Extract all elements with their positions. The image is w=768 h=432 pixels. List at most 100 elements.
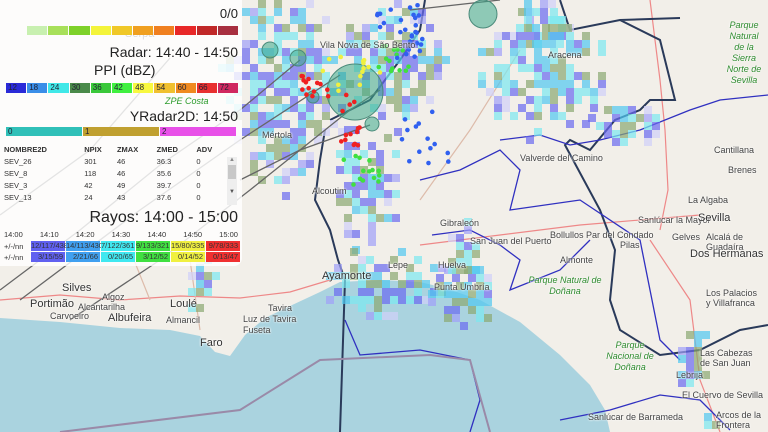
radar-pixel [374, 312, 382, 320]
rayos-row-caption: +/-/nn [4, 241, 24, 251]
table-scrollbar[interactable]: ▲ ▼ [227, 157, 237, 205]
radar-pixel [652, 122, 660, 130]
radar-pixel [290, 88, 298, 96]
radar-pixel [282, 176, 290, 184]
radar-pixel [196, 264, 204, 272]
radar-pixel [290, 144, 298, 152]
radar-pixel [368, 214, 376, 222]
radar-pixel [360, 198, 368, 206]
lightning-strike [310, 93, 315, 99]
table-row[interactable]: SEV_26 301 46 36.3 0 [4, 155, 226, 167]
radar-pixel [390, 256, 398, 264]
radar-pixel [274, 96, 282, 104]
radar-pixel [274, 80, 282, 88]
radar-pixel [550, 8, 558, 16]
place-label: Silves [62, 282, 92, 294]
rayos-count-cell[interactable]: 9/133/321 [136, 241, 170, 251]
radar-pixel [534, 48, 542, 56]
lightning-strike [446, 159, 451, 164]
radar-pixel [604, 130, 612, 138]
rayos-count-cell[interactable]: 7/122/361 [101, 241, 135, 251]
radar-pixel [378, 48, 386, 56]
radar-pixel [628, 122, 636, 130]
radar-pixel [334, 272, 342, 280]
radar-pixel [582, 48, 590, 56]
rayos-time-label: 14:00 [4, 230, 23, 239]
radar-pixel [542, 56, 550, 64]
radar-pixel [550, 80, 558, 88]
radar-pixel [350, 264, 358, 272]
radar-pixel [350, 248, 358, 256]
radar-pixel [494, 64, 502, 72]
radar-pixel [540, 40, 548, 48]
radar-pixel [534, 64, 542, 72]
stations-scale-swatch [48, 26, 69, 35]
radar-pixel [410, 40, 418, 48]
rayos-count-cell[interactable]: 0/13/47 [206, 252, 240, 262]
place-label: Sanlúcar de Barrameda [588, 412, 684, 422]
radar-pixel [548, 16, 556, 24]
radar-pixel [542, 64, 550, 72]
stations-scale-swatch [175, 26, 196, 35]
table-row[interactable]: SEV_8 118 46 35.6 0 [4, 167, 226, 179]
rayos-count-cell[interactable]: 2/21/66 [66, 252, 100, 262]
rayos-count-cell[interactable]: 12/117/438 [31, 241, 68, 251]
radar-pixel [258, 0, 266, 8]
radar-pixel [486, 48, 494, 56]
place-label: Alcantarilha [78, 302, 126, 312]
radar-pixel [344, 198, 352, 206]
stations-scale-swatch [196, 26, 217, 35]
radar-pixel [330, 56, 338, 64]
radar-pixel [534, 96, 542, 104]
radar-pixel [242, 104, 250, 112]
radar-pixel [314, 64, 322, 72]
radar-pixel [334, 288, 342, 296]
radar-pixel [574, 48, 582, 56]
radar-pixel [290, 104, 298, 112]
radar-pixel [266, 112, 274, 120]
table-row[interactable]: SEV_13 24 43 37.6 0 [4, 191, 226, 203]
radar-pixel [566, 40, 574, 48]
radar-pixel [566, 120, 574, 128]
lightning-strike [416, 13, 422, 18]
scroll-up-icon[interactable]: ▲ [229, 157, 235, 163]
lightning-strike [341, 157, 347, 163]
table-cell: SEV_13 [4, 192, 32, 202]
radar-pixel [414, 296, 422, 304]
rayos-count-cell[interactable]: 0/20/65 [101, 252, 135, 262]
radar-pixel [298, 112, 306, 120]
radar-pixel [378, 16, 386, 24]
rayos-count-cell[interactable]: 3/12/52 [136, 252, 170, 262]
radar-pixel [612, 114, 620, 122]
radar-pixel [352, 198, 360, 206]
radar-pixel [358, 280, 366, 288]
table-row[interactable]: SEV_3 42 49 39.7 0 [4, 179, 226, 191]
yradar-scale-swatch: 2 [160, 127, 236, 136]
radar-pixel [358, 264, 366, 272]
scroll-thumb[interactable] [228, 165, 236, 179]
rayos-count-cell[interactable]: 3/15/59 [31, 252, 65, 262]
radar-pixel [478, 72, 486, 80]
radar-pixel [290, 32, 298, 40]
radar-pixel [686, 371, 694, 379]
radar-pixel [494, 48, 502, 56]
radar-pixel [392, 174, 400, 182]
radar-pixel [410, 64, 418, 72]
radar-pixel [322, 72, 330, 80]
radar-pixel [274, 32, 282, 40]
rayos-count-cell[interactable]: 14/113/430 [66, 241, 103, 251]
radar-pixel [330, 120, 338, 128]
radar-pixel [282, 136, 290, 144]
rayos-count-cell[interactable]: 15/80/335 [171, 241, 205, 251]
radar-pixel [322, 16, 330, 24]
radar-pixel [368, 158, 376, 166]
scroll-down-icon[interactable]: ▼ [229, 189, 235, 195]
dbz-scale-swatch: 60 [175, 83, 196, 93]
rayos-count-cell[interactable]: 0/14/52 [171, 252, 205, 262]
radar-pixel [484, 274, 492, 282]
rayos-count-cell[interactable]: 9/78/333 [206, 241, 240, 251]
lightning-strike [301, 78, 306, 83]
radar-pixel [334, 264, 342, 272]
place-label: Mértola [262, 130, 293, 140]
